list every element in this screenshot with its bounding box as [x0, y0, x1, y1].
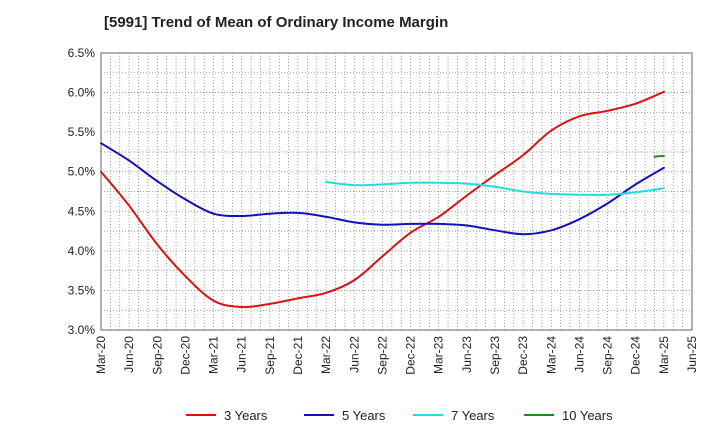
x-tick-label: Sep-20: [150, 336, 164, 375]
x-tick-label: Mar-25: [657, 336, 671, 374]
y-tick-label: 3.0%: [68, 323, 96, 337]
x-tick-label: Dec-22: [404, 336, 418, 375]
y-tick-label: 5.5%: [68, 125, 96, 139]
x-tick-label: Sep-24: [601, 336, 615, 375]
x-tick-label: Jun-24: [572, 336, 586, 373]
legend-label-5-years: 5 Years: [342, 408, 386, 423]
y-tick-label: 5.0%: [68, 165, 96, 179]
x-tick-label: Mar-24: [544, 336, 558, 374]
x-tick-label: Mar-21: [207, 336, 221, 374]
x-tick-label: Mar-22: [319, 336, 333, 374]
x-tick-label: Jun-23: [460, 336, 474, 373]
x-tick-labels: Mar-20 Jun-20 Sep-20 Dec-20 Mar-21 Jun-21 Sep-…: [94, 336, 699, 375]
x-tick-label: Mar-23: [432, 336, 446, 374]
series-lines: [100, 90, 665, 309]
x-tick-label: Jun-21: [235, 336, 249, 373]
x-tick-label: Sep-21: [263, 336, 277, 375]
legend-label-10-years: 10 Years: [562, 408, 613, 423]
y-tick-label: 6.5%: [68, 46, 96, 60]
x-tick-label: Mar-20: [94, 336, 108, 374]
series-line-5-years: [100, 142, 665, 236]
grid-lines: [100, 52, 693, 331]
y-tick-label: 4.0%: [68, 244, 96, 258]
x-tick-label: Dec-23: [516, 336, 530, 375]
y-tick-labels: 3.0% 3.5% 4.0% 4.5% 5.0% 5.5% 6.0% 6.5%: [68, 46, 96, 337]
series-line-3-years: [100, 90, 665, 309]
x-tick-label: Jun-22: [347, 336, 361, 373]
series-line-7-years: [325, 181, 665, 196]
x-tick-label: Dec-21: [291, 336, 305, 375]
plot-frame: [100, 52, 693, 331]
chart-title: [5991] Trend of Mean of Ordinary Income …: [104, 14, 449, 31]
y-tick-label: 4.5%: [68, 204, 96, 218]
legend-label-3-years: 3 Years: [224, 408, 268, 423]
x-tick-label: Jun-20: [122, 336, 136, 373]
legend-label-7-years: 7 Years: [451, 408, 495, 423]
legend: 3 Years 5 Years 7 Years 10 Years: [186, 408, 613, 423]
x-tick-label: Jun-25: [685, 336, 699, 373]
axes: [100, 52, 693, 331]
y-tick-label: 3.5%: [68, 283, 96, 297]
x-tick-label: Dec-24: [629, 336, 643, 375]
y-tick-label: 6.0%: [68, 86, 96, 100]
x-tick-label: Dec-20: [178, 336, 192, 375]
x-tick-label: Sep-22: [375, 336, 389, 375]
x-tick-label: Sep-23: [488, 336, 502, 375]
series-line-10-years: [653, 154, 665, 158]
